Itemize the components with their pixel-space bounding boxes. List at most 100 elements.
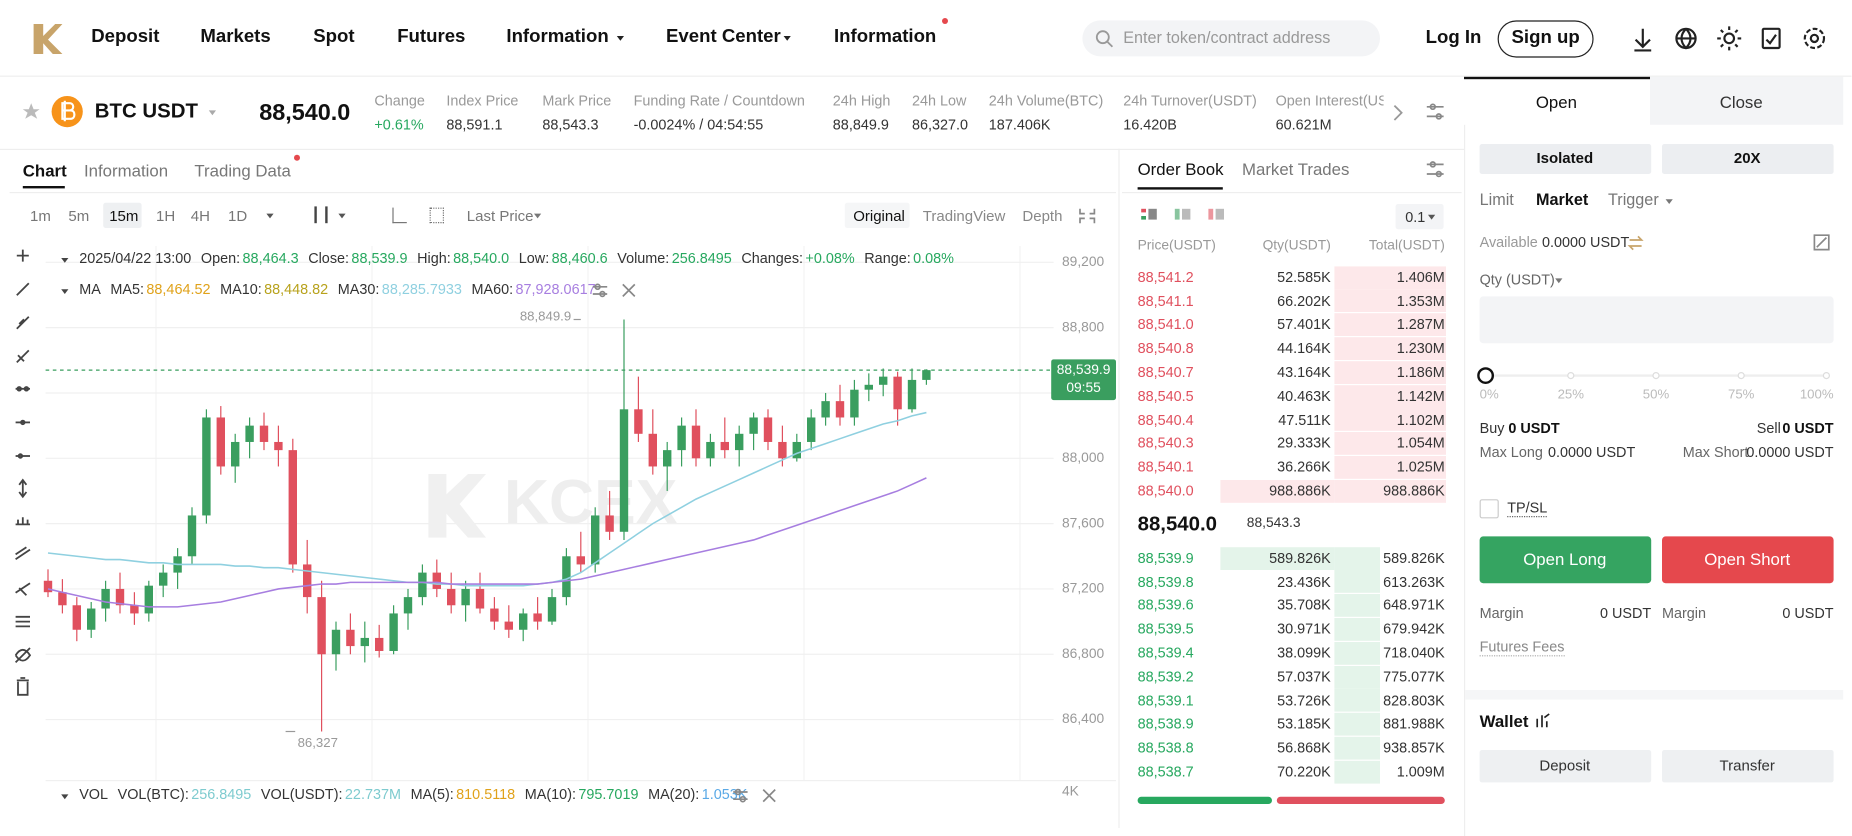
book-price[interactable]: 88,540.1	[1137, 458, 1194, 476]
book-price[interactable]: 88,540.7	[1137, 363, 1194, 381]
nav-item[interactable]: Deposit	[91, 26, 160, 47]
trade-tab[interactable]: Open	[1535, 91, 1577, 112]
interval[interactable]: 4H	[190, 207, 210, 224]
nav-item[interactable]: Markets	[200, 26, 271, 47]
leverage-button[interactable]	[1662, 144, 1834, 174]
signup-label[interactable]: Sign up	[1511, 27, 1580, 48]
interval[interactable]: 1D	[228, 207, 248, 224]
wallet-button[interactable]	[1479, 750, 1652, 783]
book-price[interactable]: 88,540.3	[1137, 434, 1194, 452]
caret	[208, 110, 217, 116]
y-tick-label: 87,600	[1062, 515, 1105, 530]
book-price[interactable]: 88,539.2	[1137, 668, 1194, 685]
book-price[interactable]: 88,538.9	[1137, 715, 1194, 733]
book-price[interactable]: 88,540.8	[1137, 339, 1194, 357]
open-short-label[interactable]: Open Short	[1704, 549, 1791, 569]
chart-view[interactable]: Original	[853, 207, 905, 224]
tick-select[interactable]	[1395, 204, 1444, 230]
signup-button[interactable]	[1497, 20, 1594, 58]
depth-bar	[1334, 265, 1446, 289]
open-long-button[interactable]	[1479, 536, 1652, 584]
chart-view[interactable]: Depth	[1022, 207, 1063, 224]
transfer-icon[interactable]	[1627, 235, 1644, 251]
book-tab[interactable]: Market Trades	[1242, 159, 1350, 179]
search-box[interactable]	[1082, 20, 1380, 57]
depth-view-icons[interactable]	[1141, 208, 1224, 220]
book-price[interactable]: 88,539.5	[1137, 620, 1194, 638]
book-price[interactable]: 88,540.0	[1137, 482, 1194, 500]
order-type[interactable]: Limit	[1479, 190, 1514, 209]
legend-value: 0.08%	[913, 249, 954, 267]
margin-mode-button[interactable]	[1479, 144, 1652, 174]
order-type[interactable]: Trigger	[1608, 190, 1659, 209]
slider-dot	[1737, 372, 1745, 380]
legend-label: MA5:	[110, 280, 145, 298]
tab-underline	[22, 186, 65, 189]
interval[interactable]: 1m	[30, 207, 51, 224]
chart-tab[interactable]: Information	[84, 160, 169, 180]
candle-type-icon[interactable]	[314, 206, 328, 224]
tpsl-label[interactable]: TP/SL	[1507, 498, 1548, 518]
symbol[interactable]: BTC USDT	[94, 99, 198, 123]
book-total: 1.287M	[1396, 316, 1445, 333]
book-price[interactable]: 88,541.1	[1137, 292, 1194, 310]
book-qty: 30.971K	[1277, 620, 1331, 638]
book-price[interactable]: 88,539.6	[1137, 596, 1194, 614]
nav-item[interactable]: Event Center	[666, 26, 781, 47]
trade-tab[interactable]: Close	[1719, 91, 1763, 112]
nav-item[interactable]: Information	[506, 26, 609, 47]
legend-title: VOL	[79, 786, 109, 803]
book-price[interactable]: 88,541.2	[1137, 268, 1194, 286]
book-price[interactable]: 88,539.9	[1137, 549, 1194, 567]
open-long-label[interactable]: Open Long	[1523, 549, 1607, 569]
more-stats[interactable]	[1393, 104, 1403, 121]
wallet-button-label[interactable]: Deposit	[1539, 756, 1591, 774]
book-price[interactable]: 88,539.1	[1137, 691, 1194, 709]
open-tab[interactable]	[1464, 76, 1651, 125]
book-price[interactable]: 88,541.0	[1137, 316, 1194, 333]
nav-item[interactable]: Spot	[313, 26, 355, 47]
template-icon[interactable]	[429, 207, 445, 224]
tick-value[interactable]: 0.1	[1405, 208, 1426, 226]
book-price[interactable]: 88,538.8	[1137, 739, 1194, 757]
indicator-icon[interactable]	[392, 207, 407, 224]
login-button[interactable]: Log In	[1425, 27, 1482, 48]
qty-input[interactable]	[1479, 296, 1834, 344]
nav-item[interactable]: Futures	[397, 26, 466, 47]
book-price[interactable]: 88,539.8	[1137, 573, 1194, 590]
path	[1426, 163, 1444, 175]
book-total: 1.142M	[1396, 387, 1445, 405]
book-tab[interactable]: Order Book	[1137, 159, 1224, 179]
book-total: 1.186M	[1396, 363, 1445, 381]
book-price[interactable]: 88,539.4	[1137, 644, 1194, 662]
y-tick-label: 88,800	[1062, 319, 1105, 334]
margin-mode[interactable]: Isolated	[1536, 149, 1594, 167]
y-tick-label: 87,200	[1062, 581, 1105, 596]
qty-label[interactable]: Qty (USDT)	[1479, 270, 1555, 288]
interval[interactable]: 1H	[156, 207, 176, 224]
wallet-button-label[interactable]: Transfer	[1719, 756, 1775, 774]
book-price[interactable]: 88,538.7	[1137, 763, 1194, 781]
open-short-button[interactable]	[1662, 536, 1834, 584]
rect	[1208, 208, 1214, 220]
interval[interactable]: 5m	[68, 207, 90, 224]
candle-body	[677, 425, 686, 451]
chart-view[interactable]: TradingView	[922, 207, 1006, 224]
price-type[interactable]: Last Price	[466, 207, 534, 224]
wallet-button[interactable]	[1662, 750, 1834, 783]
close-tab[interactable]	[1650, 76, 1844, 125]
book-price[interactable]: 88,540.4	[1137, 411, 1194, 428]
tpsl-checkbox[interactable]	[1479, 499, 1499, 519]
fees-link[interactable]: Futures Fees	[1479, 638, 1565, 657]
order-type[interactable]: Market	[1536, 190, 1589, 209]
leverage[interactable]: 20X	[1733, 149, 1761, 167]
slider-handle[interactable]	[1477, 367, 1494, 384]
legend-value: 88,285.7933	[381, 280, 462, 298]
book-price[interactable]: 88,540.5	[1137, 387, 1194, 405]
stat-value: -0.0024% / 04:54:55	[633, 116, 764, 133]
chart-tab[interactable]: Chart	[22, 160, 67, 180]
notice-dot	[942, 18, 949, 24]
chart-tab[interactable]: Trading Data	[194, 160, 291, 180]
interval[interactable]: 15m	[109, 207, 139, 224]
nav-item[interactable]: Information	[834, 26, 937, 47]
